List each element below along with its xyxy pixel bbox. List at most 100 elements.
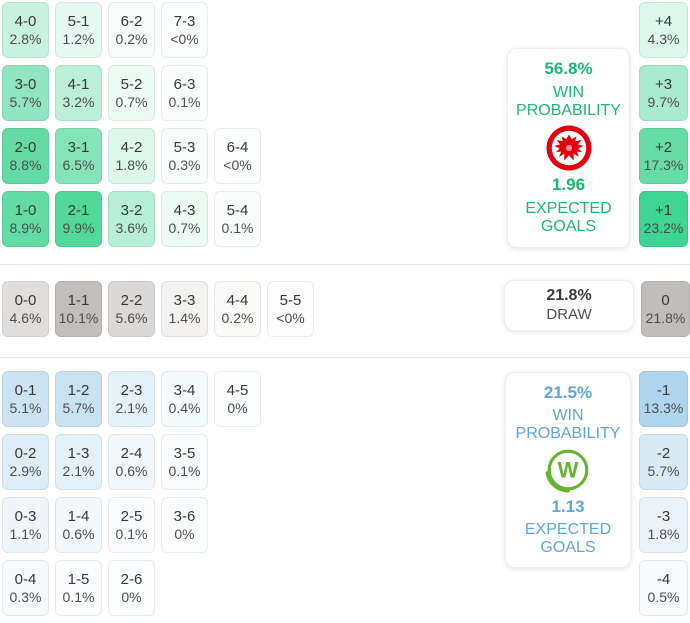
- score-cell-label: 6-4: [226, 139, 249, 156]
- away-goal-margin-column: -1 13.3% -2 5.7% -3 1.8% -4 0.5%: [639, 371, 688, 616]
- score-cell-probability: 8.9%: [9, 220, 42, 236]
- score-cell: 1-2 5.7%: [55, 371, 102, 427]
- score-cell-label: 6-2: [120, 13, 143, 30]
- score-cell-label: 5-5: [279, 292, 302, 309]
- score-cell: 3-0 5.7%: [2, 65, 49, 121]
- score-cell-probability: <0%: [223, 157, 252, 173]
- away-win-score-grid: 0-1 5.1% 1-2 5.7% 2-3 2.1% 3-4 0.4% 4-5 0% 0-2 2.9%…: [2, 371, 261, 623]
- score-cell-probability: 5.6%: [115, 310, 148, 326]
- score-cell-probability: 0%: [121, 589, 142, 605]
- score-cell-label: 1-3: [67, 445, 90, 462]
- score-cell-label: 3-5: [173, 445, 196, 462]
- goal-margin-cell: -1 13.3%: [639, 371, 688, 427]
- score-cell: 1-1 10.1%: [55, 281, 102, 337]
- section-divider-top: [0, 264, 690, 265]
- score-cell-probability: 0.2%: [115, 31, 148, 47]
- score-row: 0-4 0.3% 1-5 0.1% 2-6 0%: [2, 560, 261, 616]
- score-cell-label: 1-4: [67, 508, 90, 525]
- home-win-score-grid: 4-0 2.8% 5-1 1.2% 6-2 0.2% 7-3 <0% 3-0 5.7% 4-1 3.2…: [2, 2, 261, 254]
- score-cell-label: 4-3: [173, 202, 196, 219]
- home-expected-goals-value: 1.96: [551, 175, 586, 195]
- score-cell-label: 3-3: [173, 292, 196, 309]
- wolfsburg-logo: W: [545, 449, 589, 493]
- score-cell: 2-6 0%: [108, 560, 155, 616]
- score-cell: 6-4 <0%: [214, 128, 261, 184]
- score-cell: 7-3 <0%: [161, 2, 208, 58]
- score-cell-probability: <0%: [276, 310, 305, 326]
- draw-goal-margin-column: 0 21.8%: [641, 281, 690, 337]
- score-cell: 5-5 <0%: [267, 281, 314, 337]
- score-cell-probability: 1.4%: [168, 310, 201, 326]
- score-cell-probability: 0.1%: [62, 589, 95, 605]
- score-cell-probability: 0.2%: [221, 310, 254, 326]
- score-cell-probability: <0%: [170, 31, 199, 47]
- score-cell-probability: 1.2%: [62, 31, 95, 47]
- goal-margin-cell-probability: 5.7%: [647, 463, 680, 479]
- goal-margin-cell-probability: 1.8%: [647, 526, 680, 542]
- score-cell-label: 2-4: [120, 445, 143, 462]
- draw-label: DRAW: [546, 306, 592, 324]
- score-cell: 5-3 0.3%: [161, 128, 208, 184]
- score-cell-label: 4-4: [226, 292, 249, 309]
- score-cell-label: 2-2: [120, 292, 143, 309]
- goal-margin-cell: -4 0.5%: [639, 560, 688, 616]
- score-cell: 5-1 1.2%: [55, 2, 102, 58]
- score-cell-label: 4-1: [67, 76, 90, 93]
- score-cell-probability: 2.8%: [9, 31, 42, 47]
- score-cell-label: 2-1: [67, 202, 90, 219]
- goal-margin-cell-probability: 13.3%: [643, 400, 684, 416]
- goal-margin-cell-label: 0: [661, 292, 670, 309]
- score-cell-probability: 10.1%: [58, 310, 99, 326]
- draw-score-grid: 0-0 4.6% 1-1 10.1% 2-2 5.6% 3-3 1.4% 4-4 0.2% 5-5 <…: [2, 281, 314, 344]
- score-cell-probability: 4.6%: [9, 310, 42, 326]
- score-cell-probability: 0%: [174, 526, 195, 542]
- score-cell-label: 0-0: [14, 292, 37, 309]
- section-divider-bottom: [0, 357, 690, 358]
- score-cell-label: 0-1: [14, 382, 37, 399]
- goal-margin-cell-probability: 21.8%: [645, 310, 686, 326]
- home-goal-margin-column: +4 4.3% +3 9.7% +2 17.3% +1 23.2%: [639, 2, 688, 247]
- score-row: 4-0 2.8% 5-1 1.2% 6-2 0.2% 7-3 <0%: [2, 2, 261, 58]
- goal-margin-cell-label: +3: [654, 76, 673, 93]
- score-cell: 5-4 0.1%: [214, 191, 261, 247]
- score-cell-label: 5-4: [226, 202, 249, 219]
- away-expected-goals-value: 1.13: [551, 496, 585, 516]
- goal-margin-cell: 0 21.8%: [641, 281, 690, 337]
- goal-margin-cell: +2 17.3%: [639, 128, 688, 184]
- score-cell-label: 3-2: [120, 202, 143, 219]
- goal-margin-cell: +3 9.7%: [639, 65, 688, 121]
- score-cell-probability: 0.1%: [168, 463, 201, 479]
- score-cell-probability: 0.6%: [62, 526, 95, 542]
- score-cell: 0-3 1.1%: [2, 497, 49, 553]
- score-cell-probability: 5.7%: [62, 400, 95, 416]
- score-cell-label: 5-2: [120, 76, 143, 93]
- svg-text:W: W: [558, 457, 579, 482]
- score-cell-label: 3-0: [14, 76, 37, 93]
- goal-margin-cell-probability: 17.3%: [643, 157, 684, 173]
- score-cell: 0-2 2.9%: [2, 434, 49, 490]
- score-cell-probability: 5.1%: [9, 400, 42, 416]
- goal-margin-cell-label: +2: [654, 139, 673, 156]
- home-win-probability-value: 56.8%: [544, 59, 593, 79]
- score-cell-probability: 0.1%: [221, 220, 254, 236]
- score-cell-probability: 9.9%: [62, 220, 95, 236]
- score-cell-probability: 0.7%: [115, 94, 148, 110]
- score-cell: 5-2 0.7%: [108, 65, 155, 121]
- score-row: 3-0 5.7% 4-1 3.2% 5-2 0.7% 6-3 0.1%: [2, 65, 261, 121]
- goal-margin-cell: +1 23.2%: [639, 191, 688, 247]
- score-cell-probability: 0.3%: [9, 589, 42, 605]
- score-cell: 0-4 0.3%: [2, 560, 49, 616]
- score-cell-label: 6-3: [173, 76, 196, 93]
- score-cell: 2-3 2.1%: [108, 371, 155, 427]
- home-win-probability-panel: 56.8% WIN PROBABILITY 1.96 EXPECTED GOAL…: [507, 48, 630, 248]
- score-cell-label: 0-3: [14, 508, 37, 525]
- score-cell-label: 5-3: [173, 139, 196, 156]
- score-cell-probability: 0.1%: [115, 526, 148, 542]
- score-cell-label: 0-2: [14, 445, 37, 462]
- score-cell-label: 0-4: [14, 571, 37, 588]
- home-win-probability-label: WIN PROBABILITY: [516, 84, 621, 119]
- score-cell: 1-3 2.1%: [55, 434, 102, 490]
- goal-margin-cell-label: +1: [654, 202, 673, 219]
- score-cell-label: 5-1: [67, 13, 90, 30]
